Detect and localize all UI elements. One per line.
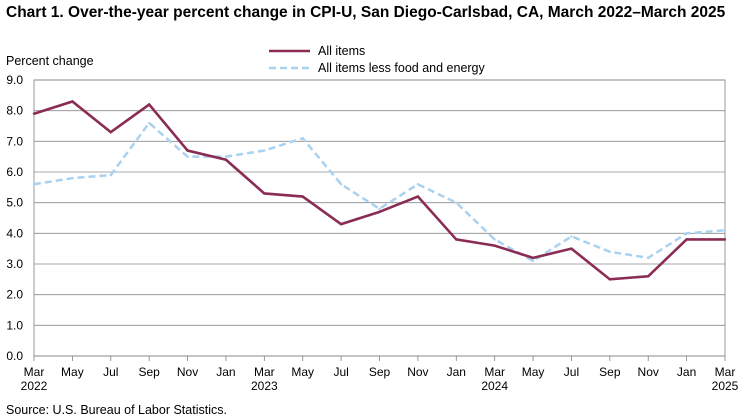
x-tick-label: May bbox=[522, 365, 545, 379]
x-tick-year-label: 2025 bbox=[712, 379, 739, 393]
series-lines bbox=[32, 100, 727, 281]
x-tick-label: Mar bbox=[715, 365, 736, 379]
all-items-point bbox=[723, 238, 727, 241]
legend-label: All items less food and energy bbox=[318, 61, 486, 75]
x-tick-year-label: 2024 bbox=[481, 379, 508, 393]
x-tick-label: May bbox=[291, 365, 314, 379]
core-point bbox=[186, 155, 189, 158]
x-tick-label: Nov bbox=[177, 365, 198, 379]
y-tick-label: 8.0 bbox=[6, 104, 23, 118]
all-items-point bbox=[493, 244, 496, 247]
x-tick-label: Jul bbox=[103, 365, 118, 379]
y-tick-label: 6.0 bbox=[6, 165, 23, 179]
all-items-point bbox=[339, 222, 343, 226]
core-point bbox=[455, 201, 458, 204]
all-items-point bbox=[71, 100, 74, 103]
axes: 0.01.02.03.04.05.06.07.08.09.0Mar2022May… bbox=[6, 73, 738, 393]
core-point bbox=[531, 259, 535, 263]
x-tick-label: Mar bbox=[24, 365, 45, 379]
legend-label: All items bbox=[318, 44, 365, 58]
x-tick-year-label: 2023 bbox=[251, 379, 278, 393]
x-tick-label: Sep bbox=[369, 365, 391, 379]
x-tick-label: Jan bbox=[677, 365, 696, 379]
core-point bbox=[647, 256, 650, 260]
core-point bbox=[416, 183, 420, 186]
all-items-point bbox=[531, 256, 535, 260]
core-point bbox=[301, 137, 304, 140]
core-point bbox=[263, 149, 266, 152]
core-point bbox=[71, 176, 74, 180]
core-point bbox=[608, 250, 612, 253]
all-items-point bbox=[416, 195, 420, 198]
all-items-point bbox=[301, 195, 304, 198]
core-point bbox=[109, 173, 112, 177]
x-tick-label: Nov bbox=[638, 365, 659, 379]
gridlines bbox=[34, 79, 725, 357]
all-items-point bbox=[224, 158, 228, 161]
y-tick-label: 9.0 bbox=[6, 73, 23, 87]
y-tick-label: 7.0 bbox=[6, 134, 23, 148]
all-items-point bbox=[263, 192, 266, 195]
y-axis-label: Percent change bbox=[6, 54, 94, 68]
all-items-point bbox=[685, 238, 688, 241]
plot-frame bbox=[33, 79, 726, 357]
y-tick-label: 4.0 bbox=[6, 226, 23, 240]
y-tick-label: 3.0 bbox=[6, 257, 23, 271]
x-tick-label: Jul bbox=[333, 365, 348, 379]
chart-title: Chart 1. Over-the-year percent change in… bbox=[6, 4, 726, 21]
y-tick-label: 5.0 bbox=[6, 196, 23, 210]
all-items-point bbox=[647, 275, 650, 278]
core-point bbox=[32, 183, 36, 186]
source-note: Source: U.S. Bureau of Labor Statistics. bbox=[6, 403, 227, 417]
all-items-point bbox=[147, 103, 151, 106]
core-point bbox=[224, 155, 228, 158]
core-point bbox=[339, 183, 343, 186]
core-point bbox=[378, 207, 381, 210]
legend: All items All items less food and energy bbox=[269, 44, 486, 75]
core-point bbox=[493, 238, 496, 241]
x-tick-label: Sep bbox=[599, 365, 621, 379]
all-items-point bbox=[186, 149, 189, 152]
x-tick-label: Jan bbox=[216, 365, 235, 379]
x-tick-year-label: 2022 bbox=[21, 379, 48, 393]
x-tick-label: Jan bbox=[447, 365, 466, 379]
x-tick-label: Jul bbox=[564, 365, 579, 379]
x-tick-label: May bbox=[61, 365, 84, 379]
all-items-point bbox=[32, 112, 36, 115]
all-items-point bbox=[455, 238, 458, 241]
x-tick-label: Nov bbox=[407, 365, 428, 379]
all-items-point bbox=[378, 210, 381, 214]
y-tick-label: 0.0 bbox=[6, 349, 23, 363]
series-line-core bbox=[33, 121, 726, 263]
all-items-point bbox=[570, 247, 573, 250]
core-point bbox=[147, 121, 151, 125]
x-tick-label: Mar bbox=[254, 365, 275, 379]
all-items-point bbox=[109, 130, 112, 134]
y-tick-label: 1.0 bbox=[6, 318, 23, 332]
y-tick-label: 2.0 bbox=[6, 288, 23, 302]
x-tick-label: Sep bbox=[138, 365, 160, 379]
all-items-point bbox=[608, 278, 612, 281]
x-tick-label: Mar bbox=[484, 365, 505, 379]
core-point bbox=[723, 229, 727, 232]
core-point bbox=[685, 232, 688, 235]
core-point bbox=[570, 235, 573, 238]
